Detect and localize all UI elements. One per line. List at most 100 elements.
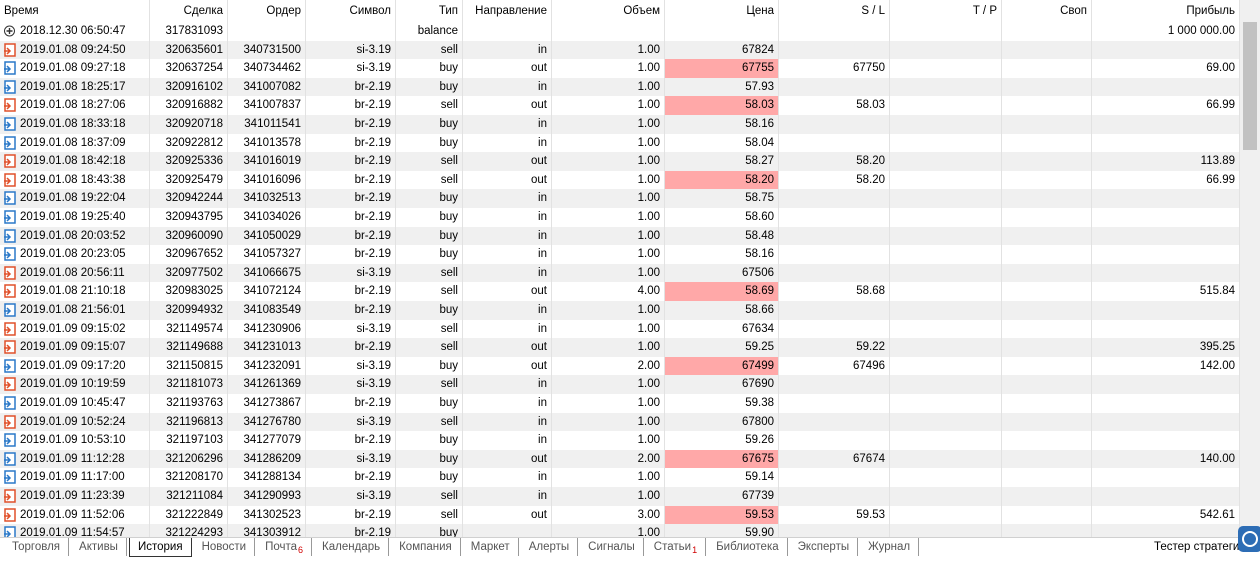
- table-row[interactable]: 2019.01.09 11:54:57 321224293 341303912 br-…: [0, 524, 1240, 537]
- table-row[interactable]: 2019.01.08 19:22:04 320942244 341032513 br-…: [0, 189, 1240, 208]
- table-row[interactable]: 2019.01.09 10:52:24 321196813 341276780 si-…: [0, 412, 1240, 432]
- cell: 2019.01.08 18:43:38: [0, 170, 150, 190]
- column-header[interactable]: T / P: [890, 0, 1002, 22]
- tab[interactable]: Новости: [194, 538, 256, 556]
- deal-icon: [4, 452, 16, 466]
- table-row[interactable]: 2019.01.08 18:33:18 320920718 341011541 br-…: [0, 115, 1240, 134]
- tab[interactable]: Статьи1: [646, 538, 707, 556]
- cell: si-3.19: [306, 263, 396, 283]
- cell: [890, 282, 1002, 301]
- column-header[interactable]: Время: [0, 0, 150, 22]
- table-row[interactable]: 2019.01.09 10:53:10 321197103 341277079 br-…: [0, 431, 1240, 450]
- column-header[interactable]: Символ: [306, 0, 396, 22]
- column-header[interactable]: Цена: [665, 0, 779, 22]
- table-row[interactable]: 2019.01.08 09:27:18 320637254 340734462 si-…: [0, 59, 1240, 78]
- column-header[interactable]: Ордер: [228, 0, 306, 22]
- cell: sell: [396, 505, 463, 525]
- deal-icon: [4, 25, 15, 37]
- table-row[interactable]: 2019.01.08 19:25:40 320943795 341034026 br-…: [0, 208, 1240, 227]
- tab[interactable]: Журнал: [860, 538, 920, 556]
- vol-text: 1.00: [637, 80, 660, 93]
- tab[interactable]: Маркет: [463, 538, 519, 556]
- table-row[interactable]: 2019.01.09 10:19:59 321181073 341261369 si-…: [0, 375, 1240, 394]
- table-row[interactable]: 2019.01.08 18:27:06 320916882 341007837 br-…: [0, 96, 1240, 115]
- cell: 1.00: [552, 115, 665, 134]
- price-text: 59.25: [745, 341, 774, 354]
- tab-badge: 1: [692, 545, 698, 556]
- cell: 2019.01.09 10:52:24: [0, 412, 150, 432]
- table-row[interactable]: 2019.01.08 09:24:50 320635601 340731500 si-…: [0, 40, 1240, 60]
- table-row[interactable]: 2019.01.09 11:17:00 321208170 341288134 br-…: [0, 468, 1240, 487]
- cell: 1.00: [552, 170, 665, 190]
- table-row[interactable]: 2019.01.08 20:03:52 320960090 341050029 br-…: [0, 226, 1240, 246]
- cell: 2019.01.09 11:54:57: [0, 524, 150, 537]
- table-row[interactable]: 2019.01.08 18:42:18 320925336 341016019 br-…: [0, 152, 1240, 171]
- scrollbar[interactable]: [1240, 0, 1260, 537]
- cell: out: [463, 152, 552, 171]
- cell: 321196813: [150, 412, 228, 432]
- tab[interactable]: Почта6: [257, 538, 313, 556]
- table-row[interactable]: 2019.01.09 09:15:02 321149574 341230906 si-…: [0, 319, 1240, 339]
- column-header[interactable]: Сделка: [150, 0, 228, 22]
- table-row[interactable]: 2019.01.08 21:56:01 320994932 341083549 br-…: [0, 301, 1240, 320]
- vol-text: 1.00: [637, 304, 660, 316]
- scroll-thumb[interactable]: [1243, 22, 1257, 150]
- column-header[interactable]: Объем: [552, 0, 665, 22]
- table-row[interactable]: 2019.01.08 20:56:11 320977502 341066675 si-…: [0, 263, 1240, 283]
- table-row[interactable]: 2019.01.09 11:12:28 321206296 341286209 si-…: [0, 449, 1240, 469]
- cell: [779, 208, 890, 227]
- cell: 341013578: [228, 133, 306, 153]
- cell: 2019.01.09 10:53:10: [0, 431, 150, 450]
- cell: buy: [396, 245, 463, 264]
- cell: 341057327: [228, 245, 306, 264]
- column-header[interactable]: Направление: [463, 0, 552, 22]
- table-row[interactable]: 2019.01.08 20:23:05 320967652 341057327 br-…: [0, 245, 1240, 264]
- table-row[interactable]: 2019.01.08 21:10:18 320983025 341072124 br-…: [0, 282, 1240, 301]
- tab[interactable]: Сигналы: [580, 538, 644, 556]
- tab-label: Сигналы: [588, 541, 635, 553]
- tab[interactable]: Торговля: [4, 538, 70, 556]
- cell: buy: [396, 524, 463, 537]
- table-row[interactable]: 2018.12.30 06:50:47 317831093 balance 1 000…: [0, 22, 1240, 41]
- tab[interactable]: Алерты: [521, 538, 579, 556]
- cell: [779, 394, 890, 413]
- table-row[interactable]: 2019.01.09 11:52:06 321222849 341302523 br-…: [0, 505, 1240, 525]
- cell: 341286209: [228, 449, 306, 469]
- cell: 320922812: [150, 133, 228, 153]
- type-text: sell: [440, 378, 458, 391]
- column-header[interactable]: Тип: [396, 0, 463, 22]
- deal-icon: [4, 321, 16, 336]
- corner-icon[interactable]: [1238, 526, 1260, 552]
- cell: [463, 22, 552, 41]
- table-row[interactable]: 2019.01.08 18:37:09 320922812 341013578 br-…: [0, 133, 1240, 153]
- cell: buy: [396, 59, 463, 78]
- cell: [1092, 319, 1240, 339]
- column-header[interactable]: S / L: [779, 0, 890, 22]
- tab[interactable]: Активы: [71, 538, 127, 556]
- type-text: buy: [439, 211, 458, 223]
- cell: [1002, 375, 1092, 394]
- tab[interactable]: Календарь: [314, 538, 390, 556]
- table-row[interactable]: 2019.01.08 18:25:17 320916102 341007082 br-…: [0, 77, 1240, 97]
- table-row[interactable]: 2019.01.09 09:17:20 321150815 341232091 si-…: [0, 356, 1240, 376]
- tab[interactable]: Эксперты: [790, 538, 859, 556]
- table-row[interactable]: 2019.01.08 18:43:38 320925479 341016096 br-…: [0, 170, 1240, 190]
- table-row[interactable]: 2019.01.09 11:23:39 321211084 341290993 si-…: [0, 487, 1240, 506]
- cell: 58.69: [665, 282, 779, 301]
- time-text: 2019.01.09 09:15:07: [20, 341, 126, 354]
- cell: 58.68: [779, 282, 890, 301]
- cell: [552, 22, 665, 41]
- tab[interactable]: История: [128, 538, 192, 557]
- column-header[interactable]: Прибыль: [1092, 0, 1240, 22]
- tab[interactable]: Библиотека: [708, 538, 788, 556]
- table-row[interactable]: 2019.01.09 09:15:07 321149688 341231013 br-…: [0, 338, 1240, 357]
- order-text: 341286209: [243, 452, 301, 465]
- cell: 2019.01.08 09:27:18: [0, 59, 150, 78]
- column-header[interactable]: Своп: [1002, 0, 1092, 22]
- cell: 67739: [665, 487, 779, 506]
- tab[interactable]: Тестер стратеги: [1154, 541, 1240, 553]
- table-row[interactable]: 2019.01.09 10:45:47 321193763 341273867 br-…: [0, 394, 1240, 413]
- tab[interactable]: Компания: [391, 538, 461, 556]
- cell: [1002, 505, 1092, 525]
- cell: 2019.01.09 11:52:06: [0, 505, 150, 525]
